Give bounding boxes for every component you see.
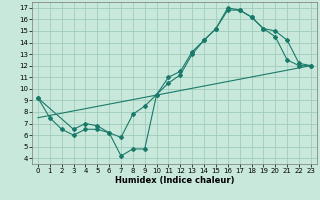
- X-axis label: Humidex (Indice chaleur): Humidex (Indice chaleur): [115, 176, 234, 185]
